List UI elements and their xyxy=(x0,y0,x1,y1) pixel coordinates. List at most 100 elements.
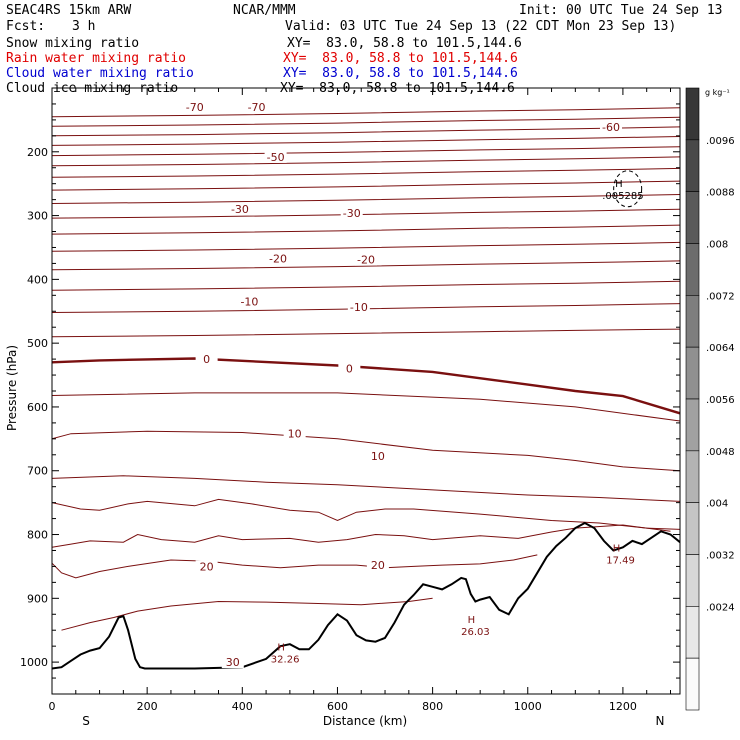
isotherm-line xyxy=(52,303,680,313)
isotherm-line xyxy=(52,194,680,204)
contour-label: 20 xyxy=(200,560,214,573)
isotherm-line xyxy=(52,208,680,219)
isotherm-line xyxy=(52,357,680,415)
contour-label: -30 xyxy=(231,203,249,216)
colorbar-level-label: .004 xyxy=(706,499,728,510)
contour-label-bg xyxy=(183,101,206,114)
contour-label-bg xyxy=(600,120,623,133)
y-tick-label: 200 xyxy=(27,146,48,159)
y-tick-label: 900 xyxy=(27,592,48,605)
isotherm-line xyxy=(52,554,538,579)
isotherm-line xyxy=(52,116,680,127)
colorbar-unit-label: g kg⁻¹ xyxy=(705,88,730,97)
extremum-mark: H xyxy=(277,643,285,654)
contour-label: -70 xyxy=(248,101,266,114)
isotherm-line xyxy=(52,328,680,338)
y-tick-label: 400 xyxy=(27,273,48,286)
contour-label: -10 xyxy=(240,296,258,309)
x-tick-label: 0 xyxy=(49,700,56,713)
extremum-mark: H xyxy=(615,179,623,190)
colorbar-segment xyxy=(685,606,700,659)
colorbar-level-label: .0032 xyxy=(706,551,735,562)
colorbar-level-label: .0048 xyxy=(706,447,735,458)
x-tick-label: 800 xyxy=(422,700,443,713)
isotherm-line xyxy=(52,146,680,157)
snow-max-contour xyxy=(613,170,643,208)
forecast-label: Fcst: xyxy=(6,19,46,34)
colorbar: .0096 .0088 .008 .0072 .0064 .0056 .0048 .004 .0… xyxy=(685,87,735,711)
contour-label: 0 xyxy=(203,353,210,366)
isotherm-line xyxy=(52,241,680,252)
isotherm-line xyxy=(52,498,680,530)
extremum-value: 32.26 xyxy=(271,655,300,666)
contour-label-bg xyxy=(238,295,261,308)
y-tick-label: 800 xyxy=(27,529,48,542)
end-direction-label: N xyxy=(656,714,665,728)
contour-label-bg xyxy=(366,450,389,463)
contour-label-bg xyxy=(221,656,244,669)
contour-label: -20 xyxy=(269,252,287,265)
contour-label-bg xyxy=(355,253,377,266)
isotherm-line xyxy=(52,260,680,271)
isotherm-line xyxy=(52,167,680,178)
contour-label: -10 xyxy=(350,301,368,314)
isotherm-line xyxy=(52,136,680,146)
contour-label-bg xyxy=(340,207,363,220)
field-xy-rain: XY= 83.0, 58.8 to 101.5,144.6 xyxy=(283,51,518,66)
colorbar-level-label: .0064 xyxy=(706,343,735,354)
colorbar-segment xyxy=(685,139,700,192)
colorbar-segment xyxy=(685,191,700,244)
contour-label-bg xyxy=(338,362,361,375)
colorbar-segment xyxy=(685,657,700,711)
x-tick-label: 200 xyxy=(137,700,158,713)
plot-area: -70 -70 -60 -50 -30 -30 -20 -20 -10 -10 0 0 10 10 20 20… xyxy=(52,101,680,670)
contour-label: 20 xyxy=(371,559,385,572)
colorbar-segment xyxy=(685,346,700,400)
colorbar-segment xyxy=(685,502,700,555)
colorbar-level-label: .0072 xyxy=(706,291,735,302)
y-tick-label: 500 xyxy=(27,337,48,350)
contour-label-bg xyxy=(228,203,251,216)
isotherm-line xyxy=(52,180,680,191)
isotherm-line xyxy=(52,392,680,422)
field-xy-snow: XY= 83.0, 58.8 to 101.5,144.6 xyxy=(287,36,522,51)
contour-label-bg xyxy=(264,150,287,163)
colorbar-segment xyxy=(685,554,700,607)
isotherm-line xyxy=(52,224,680,235)
contour-label-bg xyxy=(195,560,218,573)
contour-label: -20 xyxy=(357,254,375,267)
x-axis-title: Distance (km) xyxy=(323,714,407,728)
colorbar-level-label: .0088 xyxy=(706,188,735,199)
extremum-mark: H xyxy=(613,544,621,555)
contour-label-bg xyxy=(366,559,389,572)
contour-label: -60 xyxy=(602,121,620,134)
contour-label: -50 xyxy=(267,151,285,164)
y-tick-label: 1000 xyxy=(20,656,48,669)
isotherm-line xyxy=(52,280,680,291)
contour-label: 30 xyxy=(226,656,240,669)
colorbar-level-label: .008 xyxy=(706,240,728,251)
field-name-rain: Rain water mixing ratio xyxy=(6,51,187,66)
isotherm-line xyxy=(61,597,433,631)
field-xy-cloud-water: XY= 83.0, 58.8 to 101.5,144.6 xyxy=(283,66,518,81)
isotherm-line xyxy=(52,107,680,118)
forecast-hours: 3 h xyxy=(72,19,96,34)
x-tick-label: 1200 xyxy=(609,700,637,713)
extremum-value: 17.49 xyxy=(606,556,635,567)
isotherm-line xyxy=(52,430,680,472)
colorbar-segment xyxy=(685,398,700,452)
model-title: SEAC4RS 15km ARW xyxy=(6,3,132,18)
contour-label-bg xyxy=(347,300,370,313)
contour-label: 10 xyxy=(371,450,385,463)
colorbar-level-label: .0056 xyxy=(706,395,735,406)
contour-label: 0 xyxy=(346,363,353,376)
y-tick-label: 300 xyxy=(27,210,48,223)
org-label: NCAR/MMM xyxy=(233,3,296,18)
contour-label: -30 xyxy=(343,207,361,220)
contour-label-bg xyxy=(266,252,289,265)
contour-label-bg xyxy=(283,427,306,440)
x-tick-label: 400 xyxy=(232,700,253,713)
y-tick-label: 700 xyxy=(27,465,48,478)
